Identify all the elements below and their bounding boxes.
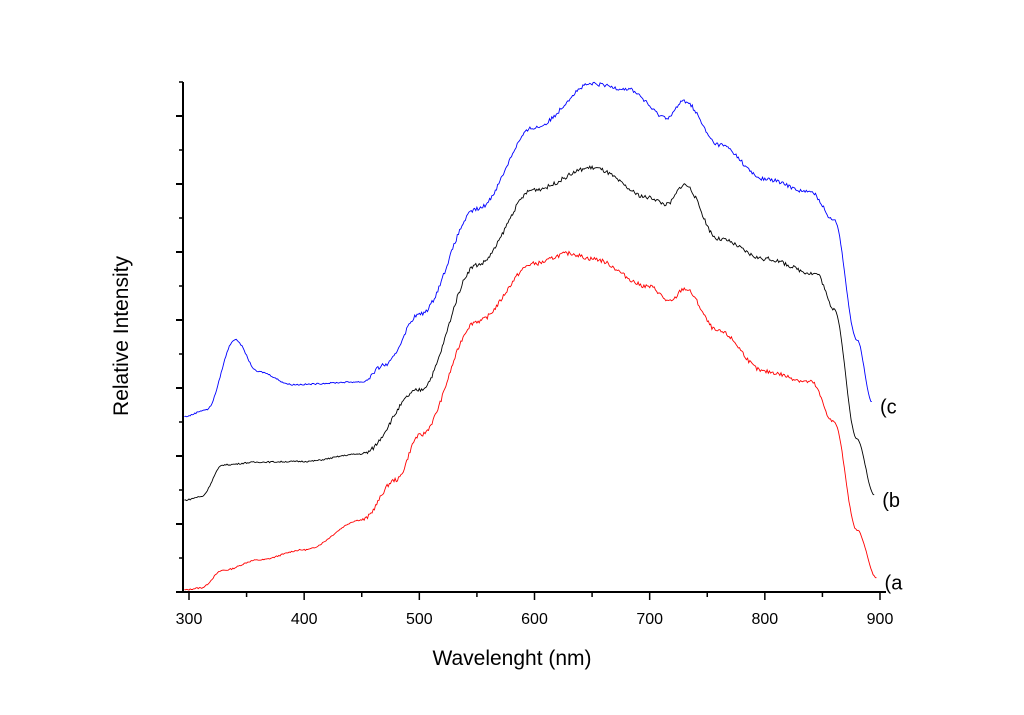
x-tick-label: 900: [867, 611, 894, 628]
x-tick-label: 400: [291, 611, 318, 628]
x-tick-label: 500: [406, 611, 433, 628]
x-tick-label: 600: [521, 611, 548, 628]
series-labels: (a (b (c: [880, 397, 903, 595]
series-label: (a: [885, 573, 904, 595]
series-line-a: [184, 250, 877, 591]
x-tick-label: 800: [751, 611, 778, 628]
series-group: [184, 81, 877, 591]
x-tick-label: 700: [636, 611, 663, 628]
x-tick-label: 300: [176, 611, 203, 628]
axes: 300 400 500 600 700 800 900: [176, 81, 894, 628]
x-axis-label: Wavelenght (nm): [432, 647, 591, 670]
series-label: (b: [882, 490, 900, 512]
series-line-b: [184, 164, 875, 502]
y-axis-label: Relative Intensity: [110, 256, 133, 416]
series-line-c: [184, 81, 872, 418]
series-label: (c: [880, 397, 897, 419]
